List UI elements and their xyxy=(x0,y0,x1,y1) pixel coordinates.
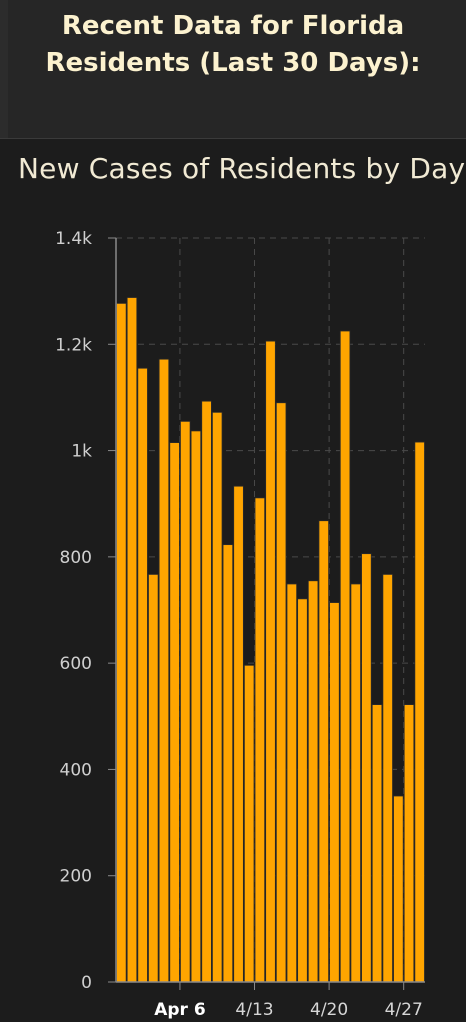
bar[interactable] xyxy=(148,573,159,983)
bar[interactable] xyxy=(371,704,383,983)
x-tick-label: Apr 6 xyxy=(154,1000,205,1020)
bar[interactable] xyxy=(254,497,266,983)
x-tick-label: 4/27 xyxy=(385,1000,423,1020)
bar[interactable] xyxy=(116,302,127,983)
bar[interactable] xyxy=(265,340,276,983)
y-tick-label: 800 xyxy=(60,548,92,568)
bar[interactable] xyxy=(158,358,170,983)
y-tick-label: 600 xyxy=(60,654,92,674)
bar[interactable] xyxy=(361,553,372,983)
bar[interactable] xyxy=(307,580,319,983)
bar[interactable] xyxy=(318,520,330,983)
bar[interactable] xyxy=(243,664,255,983)
bar[interactable] xyxy=(126,297,138,983)
page-title: Recent Data for Florida Residents (Last … xyxy=(0,8,466,82)
bar[interactable] xyxy=(297,598,308,983)
bar[interactable] xyxy=(211,411,223,983)
bar[interactable] xyxy=(180,420,191,983)
chart-title: New Cases of Residents by Day xyxy=(18,152,466,185)
bar[interactable] xyxy=(382,573,393,983)
page-title-line-2: Residents (Last 30 Days): xyxy=(45,48,421,78)
bar[interactable] xyxy=(169,442,180,983)
y-tick-label: 1.4k xyxy=(55,229,92,249)
bar[interactable] xyxy=(190,430,202,983)
bar[interactable] xyxy=(329,602,340,983)
header-panel: Recent Data for Florida Residents (Last … xyxy=(0,0,466,139)
bar[interactable] xyxy=(414,441,425,983)
x-tick-label: 4/20 xyxy=(310,1000,348,1020)
bar[interactable] xyxy=(339,330,351,983)
x-tick-label: 4/13 xyxy=(235,1000,273,1020)
header-left-edge xyxy=(0,0,8,138)
y-tick-label: 0 xyxy=(81,973,92,993)
bar[interactable] xyxy=(137,367,148,983)
bar[interactable] xyxy=(286,583,298,983)
bar[interactable] xyxy=(350,583,361,983)
bar[interactable] xyxy=(275,402,287,983)
y-tick-label: 400 xyxy=(60,760,92,780)
y-tick-label: 1k xyxy=(71,442,92,462)
bar[interactable] xyxy=(403,704,415,983)
y-tick-label: 1.2k xyxy=(55,335,92,355)
bar[interactable] xyxy=(233,485,244,983)
bar[interactable] xyxy=(222,544,234,983)
page-title-line-1: Recent Data for Florida xyxy=(61,11,405,41)
y-tick-label: 200 xyxy=(60,867,92,887)
bar[interactable] xyxy=(201,400,212,983)
bar[interactable] xyxy=(393,795,404,983)
